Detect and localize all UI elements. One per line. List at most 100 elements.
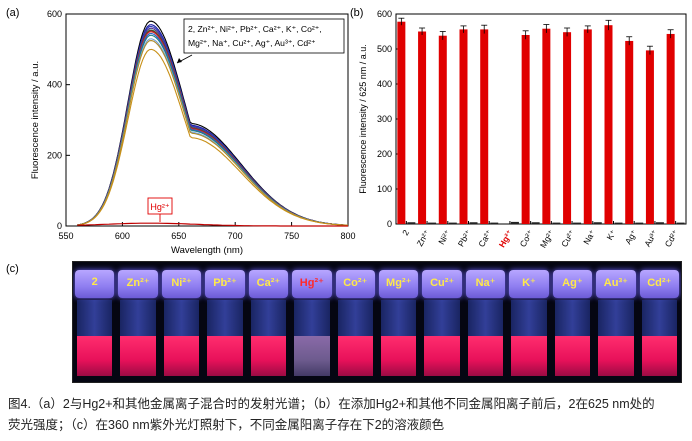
spectrum-line [77, 27, 349, 226]
vial-cap [335, 270, 375, 298]
bar-before [480, 29, 489, 225]
y-tick-label: 400 [47, 80, 62, 90]
vial-solution [250, 336, 287, 376]
x-tick-label: 700 [228, 231, 243, 241]
vial-solution [77, 336, 113, 376]
y-tick-label: 0 [57, 221, 62, 231]
bar-after [510, 221, 519, 224]
x-tick-label: Ni²⁺ [436, 228, 452, 246]
x-tick-label: Cd²⁺ [663, 228, 681, 249]
vial-solution [641, 336, 677, 376]
spectrum-line [77, 25, 349, 226]
panel-label-a: (a) [6, 7, 19, 19]
vial-glass [511, 300, 547, 336]
vial: Na⁺ [464, 262, 507, 382]
bar-after [552, 222, 561, 224]
figure-caption: 图4.（a）2与Hg2+和其他金属离子混合时的发射光谱；（b）在添加Hg2+和其… [8, 394, 688, 436]
bar-before [666, 33, 675, 225]
vial-cap [552, 270, 593, 298]
bar-after [407, 222, 416, 224]
x-tick-label: Ca²⁺ [476, 228, 494, 249]
vial-label: Zn²⁺ [126, 277, 150, 289]
bar-before [563, 32, 572, 225]
vial-solution [163, 336, 200, 376]
x-tick-label: Zn²⁺ [415, 228, 432, 248]
x-tick-label: K⁺ [604, 228, 618, 242]
spectrum-line [77, 48, 349, 226]
x-tick-label: Co²⁺ [518, 228, 536, 249]
vial-solution [207, 336, 243, 376]
bar-after [614, 222, 623, 224]
x-tick-label: Au³⁺ [642, 228, 660, 248]
x-tick-label: Mg²⁺ [538, 228, 556, 250]
x-tick-label: 2 [400, 228, 411, 237]
x-tick-label: 600 [115, 231, 130, 241]
bar-after [635, 222, 644, 224]
vial-label: Ni²⁺ [171, 277, 192, 289]
x-tick-label: Na⁺ [581, 228, 597, 246]
y-tick-label: 200 [377, 149, 392, 159]
vial-label: Hg²⁺ [299, 277, 324, 289]
photo-vials-uv: 2 Zn²⁺ Ni²⁺ Pb²⁺ Ca²⁺ Hg²⁺ Co²⁺ Mg²⁺ Cu²⁺ Na⁺ K⁺ Ag… [72, 261, 682, 383]
vial: Pb²⁺ [203, 262, 246, 382]
x-tick-label: Pb²⁺ [456, 228, 474, 248]
bar-before [438, 35, 447, 225]
vial-label: Cd²⁺ [647, 277, 672, 289]
bar-after [655, 222, 664, 224]
vial: Ni²⁺ [160, 262, 203, 382]
vial-solution [511, 336, 547, 376]
caption-line-1: 图4.（a）2与Hg2+和其他金属离子混合时的发射光谱；（b）在添加Hg2+和其… [8, 397, 655, 411]
caption-line-2: 荧光强度；（c）在360 nm紫外光灯照射下，不同金属阳离子存在下2的溶液颜色 [8, 418, 445, 432]
vial-glass [424, 300, 460, 336]
y-tick-label: 600 [377, 9, 392, 19]
y-tick-label: 300 [377, 114, 392, 124]
vial-glass [598, 300, 634, 336]
vial: Au³⁺ [594, 262, 637, 382]
panel-label-c: (c) [6, 263, 19, 275]
vial-solution [554, 336, 591, 376]
spectrum-line [77, 32, 349, 226]
vial-solution [294, 336, 330, 376]
vial: Ca²⁺ [247, 262, 290, 382]
bar-before [625, 40, 634, 225]
vial-cap [639, 270, 679, 298]
vial-label: 2 [91, 276, 98, 288]
bar-before [521, 35, 530, 224]
chart-a-emission-spectra: 550 600 650 700 750 800 0 200 400 600 Wavelength (… [30, 9, 356, 256]
bar-before [459, 29, 468, 225]
vial-label: Cu²⁺ [430, 277, 455, 289]
vial-cap [118, 270, 158, 298]
chart-b-bar-intensity: 0 100 200 300 400 500 600 Fluorescence intensit… [358, 9, 687, 250]
vial-label: Pb²⁺ [213, 277, 237, 289]
vial-glass [77, 300, 113, 336]
legend-line: Mg²⁺, Na⁺, Cu²⁺, Ag⁺, Au³⁺, Cd²⁺ [188, 38, 316, 48]
vial-glass [337, 300, 373, 336]
x-tick-label: Ag⁺ [623, 228, 639, 246]
vial-solution [381, 336, 417, 376]
bar-after [428, 222, 437, 224]
vial: Zn²⁺ [116, 262, 159, 382]
vial-solution [337, 336, 373, 376]
bar-after [490, 222, 499, 224]
y-tick-label: 100 [377, 184, 392, 194]
bar-after [573, 222, 582, 224]
x-tick-label: 800 [340, 231, 355, 241]
bar-before [583, 29, 592, 225]
x-tick-label: Hg²⁺ [497, 228, 515, 249]
vial-cap [596, 270, 636, 298]
vial-cap [465, 270, 506, 298]
vial-cap [205, 270, 245, 298]
vial-cap [509, 270, 549, 298]
vial-solution [424, 336, 460, 376]
bar-after [531, 222, 540, 224]
y-tick-label: 600 [47, 9, 62, 19]
legend-arrowhead [177, 58, 182, 63]
bar-after [469, 222, 478, 224]
vial: K⁺ [507, 262, 550, 382]
vial-glass [250, 300, 287, 336]
panel-label-b: (b) [350, 7, 363, 19]
vial: Hg²⁺ [290, 262, 333, 382]
y-tick-label: 400 [377, 79, 392, 89]
bar-after [593, 222, 602, 224]
y-axis-label: Fluorescence intensity / 625 nm / a.u. [358, 44, 368, 194]
